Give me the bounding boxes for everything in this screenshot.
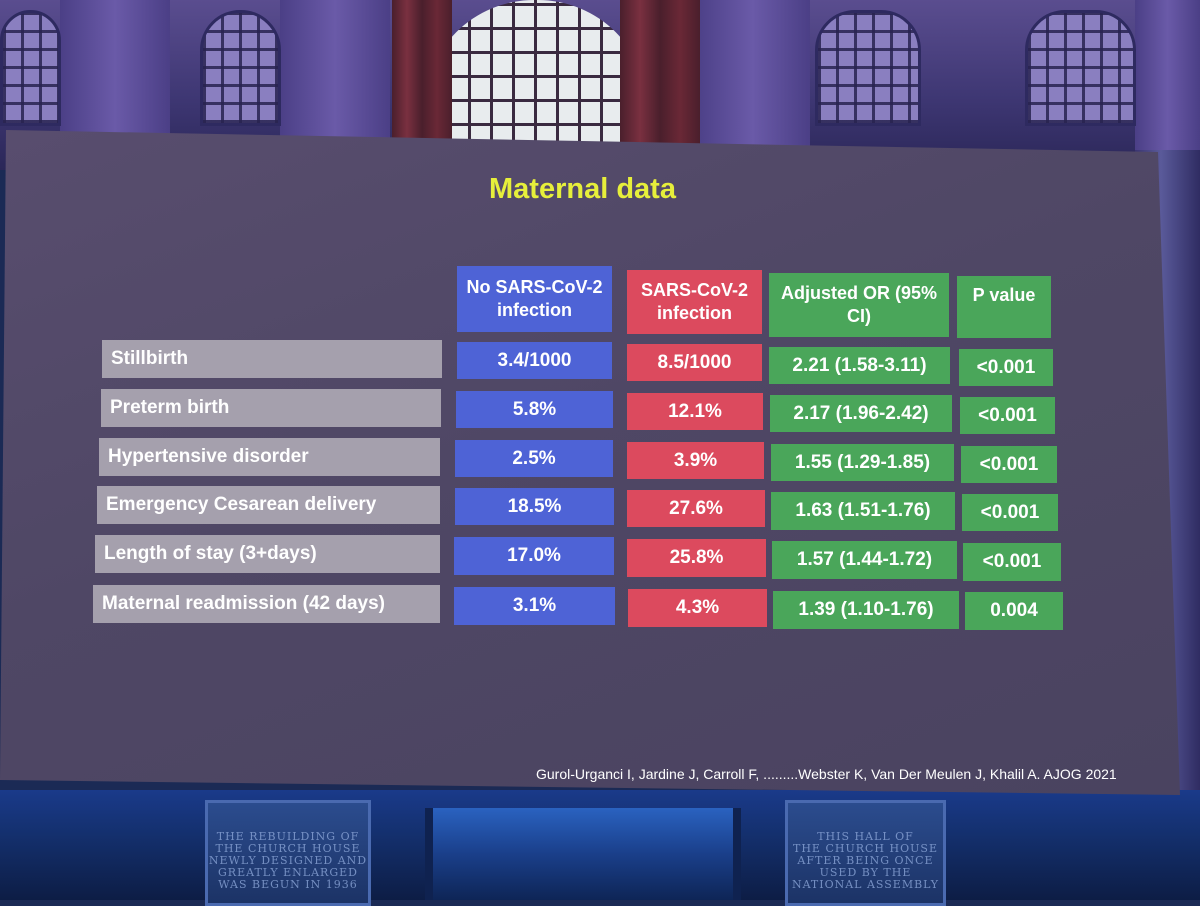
cell-adjusted-or: 1.57 (1.44-1.72) — [772, 541, 957, 579]
row-label-maternal-readmission: Maternal readmission (42 days) — [93, 585, 440, 623]
cell-infection: 27.6% — [627, 490, 765, 527]
header-adjusted-or: Adjusted OR (95% CI) — [769, 273, 949, 337]
cell-adjusted-or: 1.55 (1.29-1.85) — [771, 444, 954, 481]
plaque-left-text: THE REBUILDING OF THE CHURCH HOUSE NEWLY… — [208, 830, 368, 891]
cell-infection: 4.3% — [628, 589, 767, 627]
cell-p-value: <0.001 — [960, 397, 1055, 434]
cell-adjusted-or: 1.39 (1.10-1.76) — [773, 591, 959, 629]
row-label-stillbirth: Stillbirth — [102, 340, 442, 378]
plaque-right-text: THIS HALL OF THE CHURCH HOUSE AFTER BEIN… — [791, 830, 940, 891]
row-label-length-of-stay: Length of stay (3+days) — [95, 535, 440, 573]
cell-no-infection: 5.8% — [456, 391, 613, 428]
cell-infection: 3.9% — [627, 442, 764, 479]
projected-slide: Maternal data No SARS-CoV-2 infection SA… — [0, 130, 1180, 795]
cell-no-infection: 2.5% — [455, 440, 613, 477]
header-no-infection: No SARS-CoV-2 infection — [457, 266, 612, 332]
wall-pillar — [695, 0, 810, 165]
curtain-left — [392, 0, 452, 150]
cell-adjusted-or: 2.17 (1.96-2.42) — [770, 395, 952, 432]
cell-p-value: <0.001 — [961, 446, 1057, 483]
row-label-preterm-birth: Preterm birth — [101, 389, 441, 427]
doorway — [425, 808, 741, 900]
cell-infection: 25.8% — [627, 539, 766, 577]
plaque-left: THE REBUILDING OF THE CHURCH HOUSE NEWLY… — [205, 800, 371, 906]
wall-panel — [200, 10, 281, 126]
cell-no-infection: 3.1% — [454, 587, 615, 625]
cell-p-value: <0.001 — [963, 543, 1061, 581]
row-label-hypertensive-disorder: Hypertensive disorder — [99, 438, 440, 476]
wall-panel — [0, 10, 61, 126]
wall-pillar — [1135, 0, 1200, 165]
wall-panel — [1025, 10, 1136, 126]
cell-adjusted-or: 1.63 (1.51-1.76) — [771, 492, 955, 530]
curtain-right — [620, 0, 700, 150]
wall-panel — [815, 10, 921, 126]
cell-no-infection: 3.4/1000 — [457, 342, 612, 379]
cell-adjusted-or: 2.21 (1.58-3.11) — [769, 347, 950, 384]
cell-no-infection: 17.0% — [454, 537, 614, 575]
cell-p-value: 0.004 — [965, 592, 1063, 630]
cell-p-value: <0.001 — [962, 494, 1058, 531]
header-p-value: P value — [957, 276, 1051, 338]
row-label-emergency-cesarean: Emergency Cesarean delivery — [97, 486, 440, 524]
cell-no-infection: 18.5% — [455, 488, 614, 525]
citation: Gurol-Urganci I, Jardine J, Carroll F, .… — [536, 766, 1117, 782]
slide-title: Maternal data — [489, 173, 676, 205]
plaque-right: THIS HALL OF THE CHURCH HOUSE AFTER BEIN… — [785, 800, 946, 906]
header-infection: SARS-CoV-2 infection — [627, 270, 762, 334]
cell-p-value: <0.001 — [959, 349, 1053, 386]
cell-infection: 12.1% — [627, 393, 763, 430]
cell-infection: 8.5/1000 — [627, 344, 762, 381]
